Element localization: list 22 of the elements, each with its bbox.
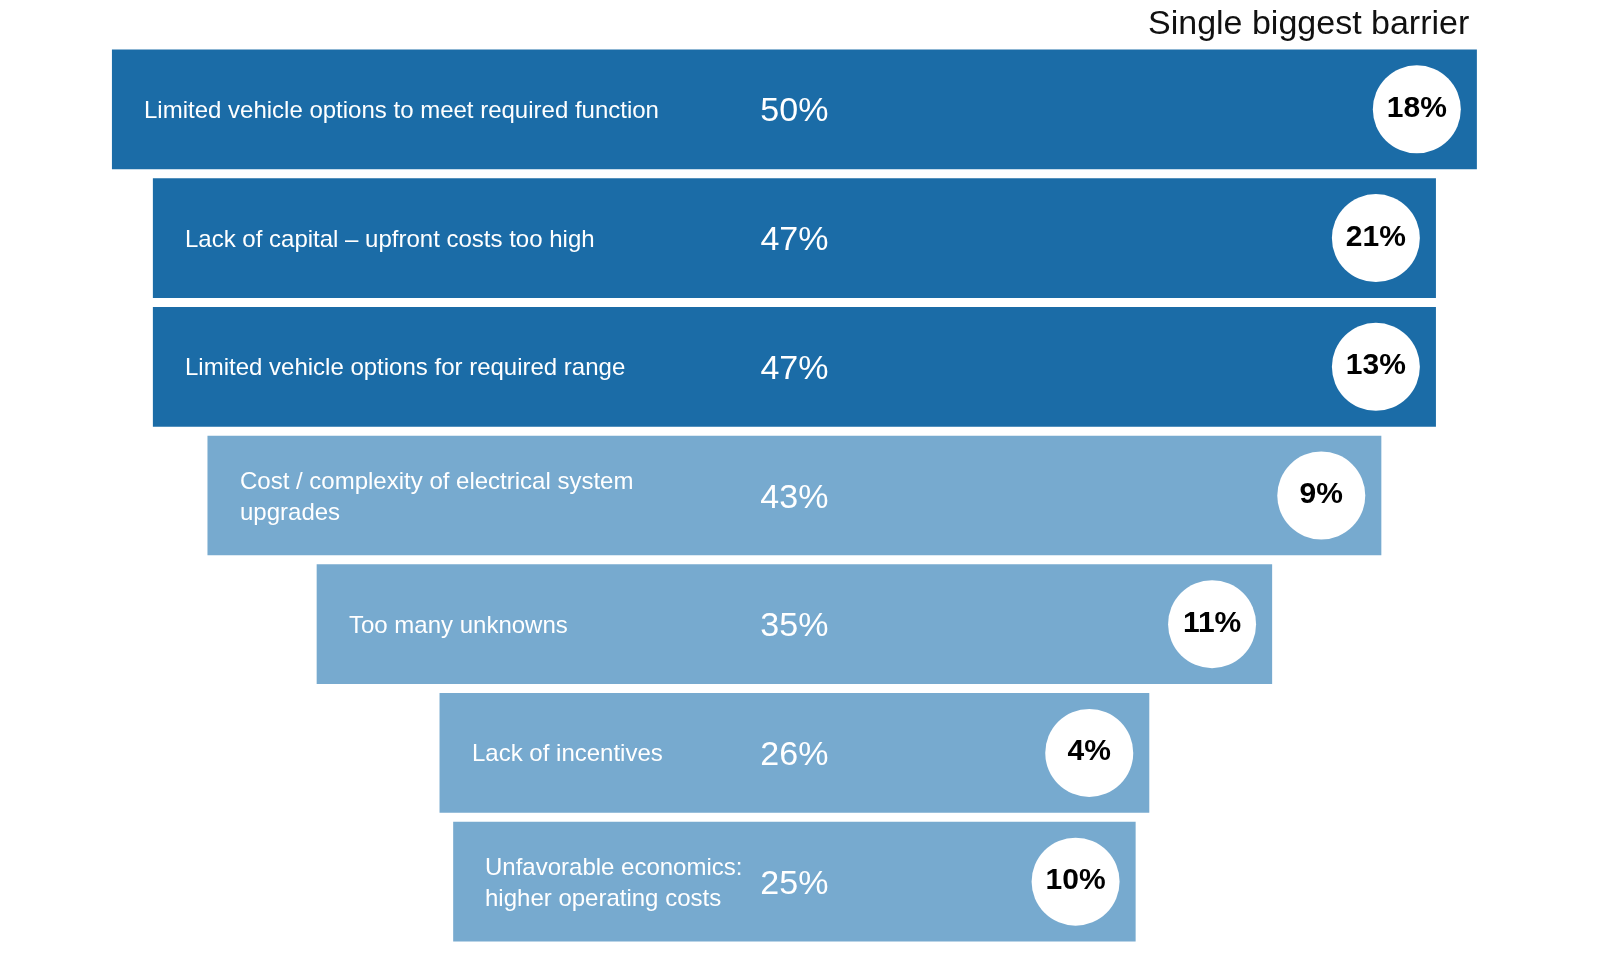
category-label: Limited vehicle options for required range <box>185 353 626 380</box>
data-label: 43% <box>760 476 829 515</box>
data-label: 4% <box>1067 733 1111 767</box>
data-label: 10% <box>1045 862 1106 896</box>
category-label: Cost / complexity of electrical system upgrades <box>240 467 634 526</box>
data-label: 21% <box>1345 218 1406 252</box>
data-label: 35% <box>760 605 829 644</box>
category-label: Lack of capital – upfront costs too high <box>185 225 595 252</box>
data-label: 47% <box>760 219 829 258</box>
category-label: Too many unknowns <box>349 611 568 638</box>
data-label: 25% <box>760 862 829 901</box>
data-label: 13% <box>1345 347 1406 381</box>
data-label: 47% <box>760 347 829 386</box>
category-label: Limited vehicle options to meet required function <box>144 96 659 123</box>
data-label: 50% <box>760 90 829 129</box>
category-label: Unfavorable economics: higher operating costs <box>485 853 743 912</box>
category-label: Lack of incentives <box>472 739 663 766</box>
data-label: 26% <box>760 733 829 772</box>
data-label: 11% <box>1182 604 1242 638</box>
data-label: 18% <box>1386 89 1447 123</box>
data-label: 9% <box>1299 476 1343 509</box>
series-label: Single biggest barrier <box>1148 3 1470 41</box>
